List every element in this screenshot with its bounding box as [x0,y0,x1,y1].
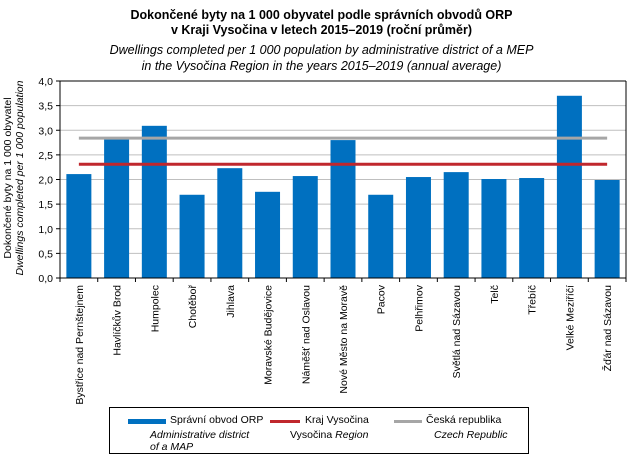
legend-label-region: Kraj Vysočina [305,414,369,426]
legend-label-country-en: Czech Republic [434,429,508,441]
legend-label-region-en: Vysočina Region [290,429,368,441]
bar-3 [141,125,167,278]
legend-label-region-en-italic: Region [335,429,369,441]
legend-label-orp-en-2: of a MAP [150,441,194,453]
bar-8 [330,140,356,278]
chart-subtitle-line2: in the Vysočina Region in the years 2015… [141,59,502,73]
legend-swatch-bar [128,419,166,424]
bar-9 [368,194,394,278]
legend-label-orp: Správní obvod ORP [170,414,264,426]
y-tick-label: 0,5 [38,248,53,260]
y-tick-label: 0,0 [38,273,53,285]
y-tick-label: 2,0 [38,175,53,187]
chart-subtitle-line1: Dwellings completed per 1 000 population… [109,43,534,57]
bars [66,95,620,279]
x-tick-label: Jihlava [225,285,237,318]
bar-11 [443,172,469,278]
bar-10 [405,177,431,278]
x-tick-label: Třebíč [527,285,539,315]
bar-15 [594,179,620,278]
y-tick-label: 1,0 [38,224,53,236]
x-tick-label: Havlíčkův Brod [112,285,124,356]
bar-14 [556,95,582,279]
y-tick-label: 3,0 [38,125,53,137]
x-tick-label: Nové Město na Moravě [338,285,350,394]
bar-5 [217,168,243,278]
x-tick-label: Bystřice nad Pernštejnem [74,285,86,405]
bar-6 [255,191,281,278]
y-tick-labels: 0,0 0,5 1,0 1,5 2,0 2,5 3,0 3,5 4,0 [38,76,53,285]
legend-swatch-country-line [394,420,422,423]
x-tick-label: Moravské Budějovice [263,285,275,385]
chart-title-line1: Dokončené byty na 1 000 obyvatel podle s… [130,8,513,22]
y-tick-label: 3,5 [38,101,53,113]
x-tick-label: Telč [489,285,501,304]
axes [56,80,627,282]
bar-2 [104,139,130,278]
reference-lines [78,136,608,166]
legend-label-country: Česká republika [426,414,502,426]
y-tick-label: 1,5 [38,199,53,211]
x-tick-label: Pacov [376,284,388,314]
x-tick-labels: Bystřice nad Pernštejnem Havlíčkův Brod Hu… [74,284,614,404]
legend-label-orp-en-1: Administrative district [150,429,250,441]
y-tick-label: 2,5 [38,150,53,162]
chart-title-line2: v Kraji Vysočina v letech 2015–2019 (roč… [170,23,473,37]
x-tick-label: Velké Meziříčí [564,285,576,350]
bar-7 [292,176,318,278]
bar-12 [481,179,507,278]
bar-1 [66,174,92,278]
legend-swatch-region-line [270,420,300,423]
bar-4 [179,194,205,278]
chart-subtitle: Dwellings completed per 1 000 population… [0,42,643,74]
legend-label-region-en-plain: Vysočina [290,429,333,441]
x-tick-label: Světlá nad Sázavou [451,285,463,379]
x-tick-label: Žďár nad Sázavou [601,285,614,372]
legend: Správní obvod ORP Administrative distric… [109,407,529,454]
bar-13 [519,178,545,278]
x-tick-label: Chotěboř [187,285,199,329]
chart-title: Dokončené byty na 1 000 obyvatel podle s… [0,8,643,38]
x-tick-label: Humpolec [149,285,161,332]
y-tick-label: 4,0 [38,76,53,88]
x-tick-label: Náměšť nad Oslavou [300,285,312,384]
x-tick-label: Pelhřimov [413,284,425,331]
